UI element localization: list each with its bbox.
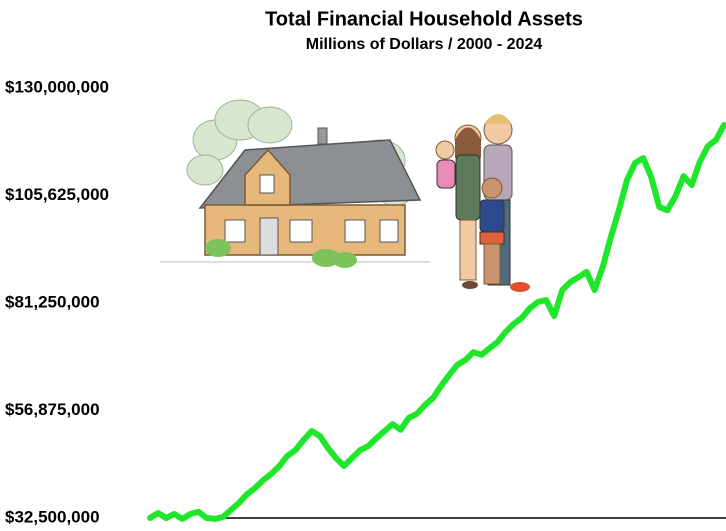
house-illustration: [160, 99, 430, 268]
y-tick-label: $81,250,000: [5, 292, 100, 311]
y-tick-label: $105,625,000: [5, 185, 109, 204]
y-tick-label: $56,875,000: [5, 400, 100, 419]
y-tick-label: $32,500,000: [5, 507, 100, 526]
data-line: [147, 122, 726, 522]
chart-subtitle: Millions of Dollars / 2000 - 2024: [306, 36, 543, 53]
family-illustration: [435, 114, 530, 292]
chart-title: Total Financial Household Assets: [265, 8, 583, 30]
y-tick-label: $130,000,000: [5, 77, 109, 96]
